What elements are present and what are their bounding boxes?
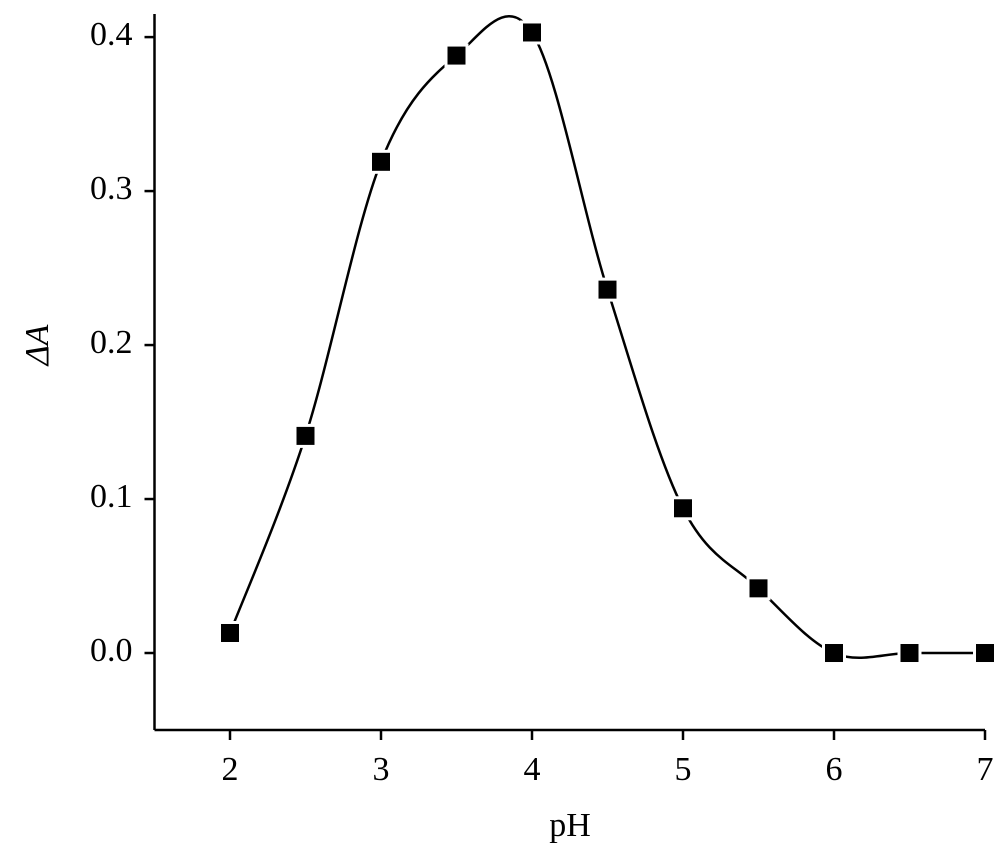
data-line (228, 15, 985, 660)
y-tick-label: 0.2 (90, 324, 133, 361)
x-tick-label: 4 (524, 751, 541, 788)
data-point (746, 576, 771, 601)
data-point (293, 423, 318, 448)
y-axis-label: ΔA (19, 324, 56, 367)
data-point (897, 641, 922, 666)
x-tick-label: 2 (222, 751, 239, 788)
y-tick-label: 0.1 (90, 478, 133, 515)
y-tick-label: 0.0 (90, 632, 133, 669)
data-point (520, 20, 544, 45)
y-tick-label: 0.4 (90, 16, 133, 53)
data-point (444, 43, 469, 68)
data-point (595, 277, 620, 302)
x-axis-label: pH (549, 807, 591, 844)
data-point (973, 641, 997, 666)
x-tick-label: 6 (826, 751, 843, 788)
data-point (369, 149, 393, 174)
x-tick-label: 3 (373, 751, 390, 788)
data-point (822, 641, 846, 666)
data-point (671, 496, 695, 521)
data-point (218, 620, 242, 645)
x-tick-label: 7 (977, 751, 994, 788)
x-tick-label: 5 (675, 751, 692, 788)
y-tick-label: 0.3 (90, 170, 133, 207)
